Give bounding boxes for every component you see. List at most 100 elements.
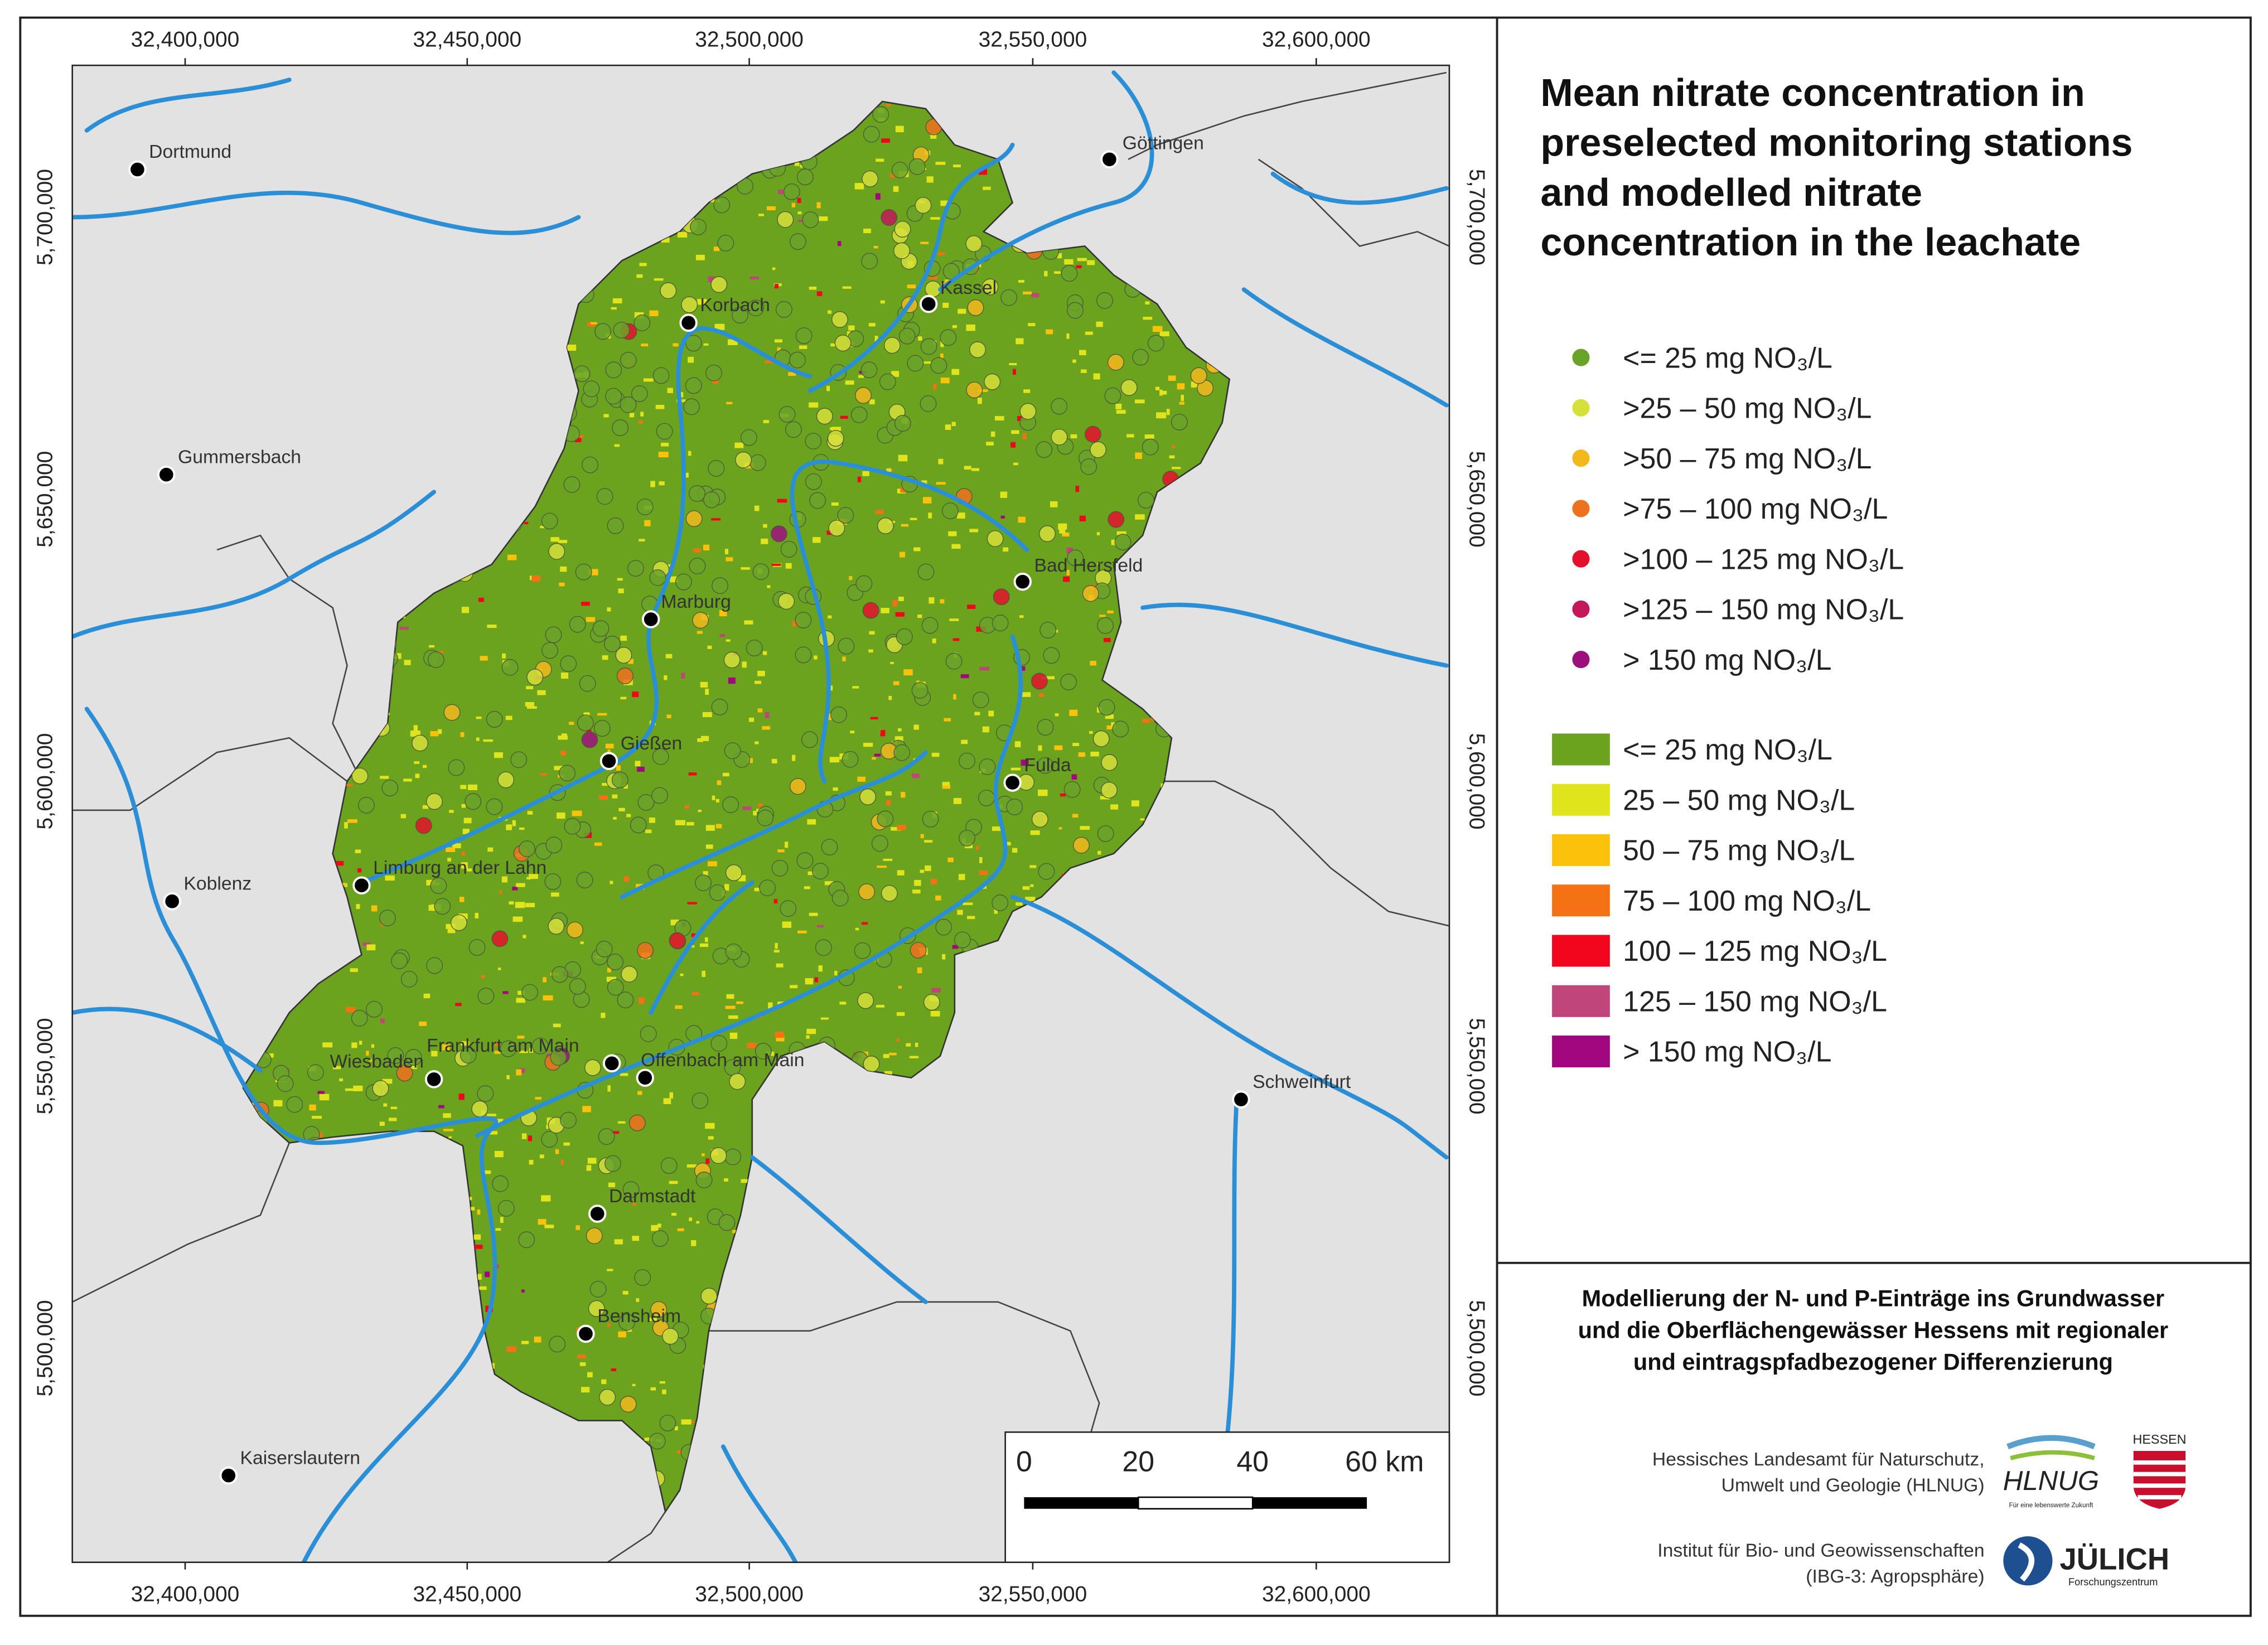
leachate-patch — [587, 1372, 593, 1378]
leachate-patch — [521, 1289, 525, 1293]
leachate-patch — [909, 1056, 919, 1058]
station-dot — [893, 744, 911, 761]
legend-label: > 150 mg NO₃/L — [1623, 644, 1831, 676]
leachate-patch — [966, 916, 975, 920]
leachate-patch — [438, 1105, 444, 1109]
station-dot — [834, 335, 852, 352]
station-dot — [778, 593, 795, 610]
leachate-patch — [468, 1197, 472, 1201]
station-dot — [351, 1009, 368, 1027]
leachate-patch — [842, 286, 852, 289]
leachate-patch — [494, 752, 503, 758]
leachate-patch — [937, 252, 945, 255]
leachate-patch — [382, 1078, 393, 1084]
leachate-patch — [1063, 576, 1070, 582]
station-dot — [1051, 398, 1068, 415]
leachate-patch — [714, 323, 725, 330]
leachate-patch — [903, 669, 913, 676]
leachate-patch — [809, 912, 818, 916]
leachate-patch — [883, 858, 893, 861]
leachate-patch — [519, 1068, 525, 1073]
station-dot — [724, 1148, 742, 1165]
scale-label: 40 — [1236, 1445, 1269, 1477]
station-dot — [551, 966, 568, 983]
leachate-patch — [414, 761, 420, 764]
station-dot — [471, 1100, 489, 1117]
leachate-patch — [1046, 676, 1055, 680]
leachate-patch — [543, 977, 547, 983]
leachate-patch — [574, 438, 582, 442]
station-dot — [659, 1414, 676, 1431]
city-label: Schweinfurt — [1253, 1071, 1351, 1092]
station-dot — [802, 211, 819, 229]
leachate-patch — [858, 375, 864, 378]
station-dot — [921, 617, 939, 634]
station-dot — [549, 1336, 566, 1353]
hlnug-logo-mark — [2006, 1435, 2096, 1450]
legend: Mean nitrate concentration in preselected… — [1540, 71, 2132, 1068]
leachate-patch — [607, 607, 611, 612]
leachate-patch — [829, 685, 833, 691]
leachate-patch — [703, 343, 709, 346]
leachate-patch — [350, 968, 358, 973]
leachate-patch — [1156, 412, 1167, 419]
leachate-patch — [461, 862, 468, 869]
leachate-patch — [728, 677, 736, 684]
leachate-patch — [489, 1131, 498, 1135]
leachate-patch — [920, 869, 925, 873]
leachate-patch — [837, 241, 842, 246]
station-dot — [575, 563, 592, 580]
leachate-patch — [1070, 434, 1077, 438]
leachate-patch — [560, 1159, 564, 1165]
leachate-patch — [667, 388, 673, 393]
leachate-patch — [561, 733, 567, 738]
leachate-patch — [428, 645, 435, 648]
leachate-patch — [940, 341, 944, 347]
leachate-patch — [715, 824, 722, 829]
leachate-patch — [703, 871, 708, 876]
station-dot — [700, 1288, 718, 1305]
leachate-patch — [643, 378, 654, 382]
leachate-patch — [738, 875, 746, 882]
leachate-patch — [684, 805, 690, 809]
project-title: Modellierung der N- und P-Einträge ins G… — [1582, 1285, 2165, 1312]
station-dot — [871, 835, 888, 852]
leachate-patch — [1140, 818, 1145, 821]
leachate-patch — [1135, 514, 1145, 520]
leachate-patch — [686, 822, 694, 826]
leachate-patch — [644, 520, 651, 526]
station-dot — [607, 979, 624, 996]
station-dot — [1067, 549, 1084, 567]
leachate-patch — [632, 691, 639, 698]
leachate-patch — [413, 725, 418, 731]
station-dot — [545, 836, 563, 854]
station-dot — [710, 276, 728, 293]
station-dot — [426, 957, 443, 974]
leachate-patch — [675, 820, 685, 826]
leachate-patch — [1066, 333, 1070, 339]
leachate-patch — [468, 784, 477, 791]
leachate-patch — [636, 1298, 640, 1302]
leachate-patch — [362, 942, 371, 946]
leachate-patch — [712, 379, 719, 384]
leachate-patch — [608, 1182, 615, 1187]
leachate-patch — [1000, 491, 1008, 498]
leachate-patch — [797, 211, 802, 215]
station-dot — [710, 1147, 727, 1164]
city-label: Kassel — [940, 277, 997, 298]
scale-segment — [1137, 1496, 1254, 1510]
leachate-patch — [717, 780, 722, 785]
station-dot — [705, 364, 722, 381]
leachate-patch — [1100, 796, 1110, 800]
station-dot — [1051, 428, 1068, 446]
station-dot — [860, 361, 878, 379]
city-dot — [577, 1324, 595, 1343]
leachate-patch — [901, 524, 909, 527]
leachate-patch — [978, 398, 982, 404]
leachate-patch — [849, 576, 853, 580]
juelich-logo: JÜLICH — [2060, 1542, 2170, 1576]
leachate-patch — [861, 922, 868, 925]
station-dot — [1067, 302, 1084, 319]
